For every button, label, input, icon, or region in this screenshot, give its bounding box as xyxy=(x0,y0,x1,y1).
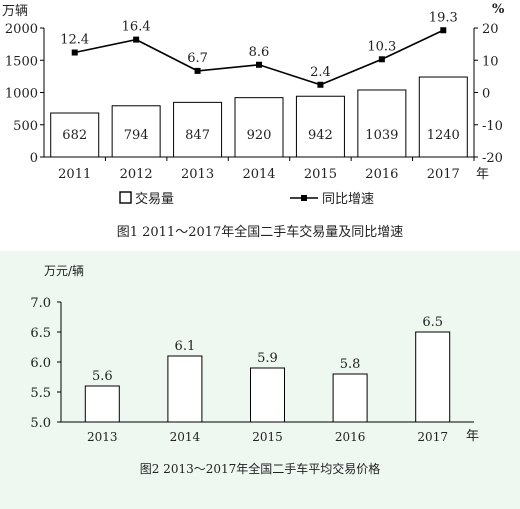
growth-data-label: 2.4 xyxy=(310,65,331,80)
volume-bar xyxy=(173,101,223,158)
growth-point xyxy=(440,27,447,34)
chart1-svg: 0 500 1000 1500 2000 -20 -10 0 10 20 万辆 % 年 682 2011 79… xyxy=(2,2,505,207)
right-tick-label: -10 xyxy=(482,119,503,134)
price-bar xyxy=(167,355,203,423)
x-tick-label: 2013 xyxy=(181,167,214,182)
legend-volume-label: 交易量 xyxy=(135,191,174,207)
left-tick-label: 500 xyxy=(13,119,38,134)
growth-point xyxy=(194,67,201,74)
price-bar xyxy=(250,367,285,423)
price-bar xyxy=(332,373,368,423)
left-tick-label: 2000 xyxy=(5,22,38,37)
growth-data-label: 19.3 xyxy=(429,10,458,25)
y-tick-label: 7.0 xyxy=(30,296,51,311)
volume-bar xyxy=(111,105,161,158)
volume-data-label: 847 xyxy=(185,128,210,143)
volume-bar xyxy=(357,89,407,158)
volume-bar xyxy=(295,95,345,158)
legend-growth-marker xyxy=(301,195,307,201)
y-tick-label: 6.5 xyxy=(30,326,51,341)
right-tick-label: 0 xyxy=(482,87,490,102)
price-bar xyxy=(415,331,451,423)
growth-data-label: 10.3 xyxy=(367,39,396,54)
growth-point xyxy=(71,49,78,56)
right-tick-label: 10 xyxy=(482,54,499,69)
left-unit-label: 万辆 xyxy=(2,4,28,19)
growth-data-label: 6.7 xyxy=(187,51,208,66)
price-data-label: 5.8 xyxy=(340,357,361,372)
y-tick-label: 5.0 xyxy=(30,416,51,431)
growth-data-label: 8.6 xyxy=(249,45,270,60)
right-tick-label: 20 xyxy=(482,22,499,37)
x-tick-label: 2016 xyxy=(365,167,398,182)
growth-point xyxy=(378,56,385,63)
chart2-svg: 5.0 5.5 6.0 6.5 7.0 万元/辆年 5.6 2013 6.1 2014 5.9 201… xyxy=(30,264,479,444)
growth-point xyxy=(317,81,324,88)
left-tick-label: 0 xyxy=(30,151,38,166)
x-tick-label: 2014 xyxy=(170,430,201,444)
price-data-label: 6.5 xyxy=(422,315,443,330)
volume-data-label: 1039 xyxy=(365,128,398,143)
growth-point xyxy=(256,61,262,68)
chart2-panel: 5.0 5.5 6.0 6.5 7.0 万元/辆年 5.6 2013 6.1 2014 5.9 201… xyxy=(0,251,520,509)
volume-bar xyxy=(50,112,100,158)
legend-growth-label: 同比增速 xyxy=(322,192,374,207)
volume-data-label: 1240 xyxy=(427,128,460,143)
panel-divider xyxy=(0,240,520,251)
volume-data-label: 920 xyxy=(247,128,272,143)
x-tick-label: 2016 xyxy=(335,430,366,444)
volume-data-label: 794 xyxy=(124,128,149,143)
growth-data-label: 12.4 xyxy=(60,33,89,48)
chart1-caption: 图1 2011～2017年全国二手车交易量及同比增速 xyxy=(116,225,404,240)
legend-volume-swatch xyxy=(119,191,132,204)
volume-data-label: 682 xyxy=(62,128,87,143)
x-tick-label: 2014 xyxy=(242,167,275,182)
volume-bar xyxy=(234,97,284,158)
right-unit-label: % xyxy=(492,2,505,17)
y-tick-label: 5.5 xyxy=(30,386,51,401)
x-tick-label: 2013 xyxy=(87,430,118,444)
price-data-label: 6.1 xyxy=(175,339,196,354)
chart2-caption: 图2 2013～2017年全国二手车平均交易价格 xyxy=(139,462,381,476)
x-tick-label: 2011 xyxy=(58,167,91,182)
left-tick-label: 1500 xyxy=(5,54,38,69)
x-unit-label: 年 xyxy=(466,429,479,444)
price-bar xyxy=(84,385,120,423)
x-unit-label: 年 xyxy=(476,167,489,182)
y-unit-label: 万元/辆 xyxy=(44,264,84,278)
right-tick-label: -20 xyxy=(482,151,503,166)
chart1-panel: 0 500 1000 1500 2000 -20 -10 0 10 20 万辆% 年 682 2011 79… xyxy=(0,0,520,240)
x-tick-label: 2012 xyxy=(120,167,153,182)
growth-point xyxy=(133,36,140,43)
price-data-label: 5.6 xyxy=(92,369,113,384)
x-tick-label: 2017 xyxy=(427,167,460,182)
price-data-label: 5.9 xyxy=(257,351,278,366)
growth-data-label: 16.4 xyxy=(122,20,151,35)
volume-bar xyxy=(418,76,468,158)
volume-data-label: 942 xyxy=(308,128,333,143)
left-tick-label: 1000 xyxy=(5,87,38,102)
x-tick-label: 2015 xyxy=(304,167,337,182)
x-tick-label: 2015 xyxy=(252,430,283,444)
x-tick-label: 2017 xyxy=(417,430,448,444)
y-tick-label: 6.0 xyxy=(30,356,51,371)
